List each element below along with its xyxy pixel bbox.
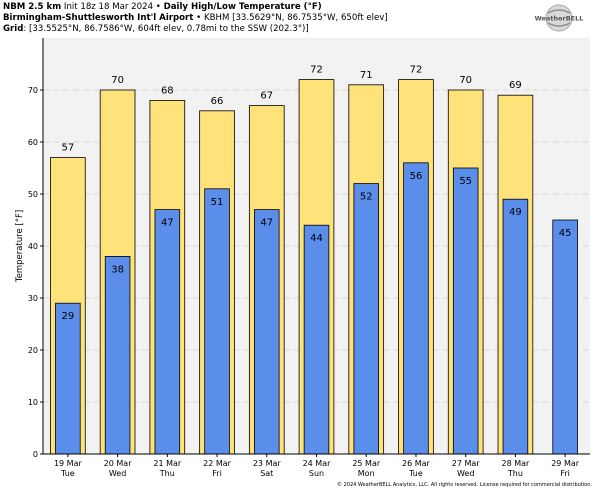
copyright-notice: © 2024 WeatherBELL Analytics, LLC. All r… [337, 482, 592, 488]
low-temp-bar [552, 219, 578, 455]
bullet-separator: • [155, 2, 161, 12]
x-tick-date-label: 19 Mar [54, 459, 83, 468]
low-temp-label: 51 [211, 197, 224, 208]
low-temp-label: 44 [310, 233, 323, 244]
y-tick-label: 10 [28, 398, 38, 407]
high-temp-label: 71 [360, 70, 373, 81]
low-temp-bar [403, 162, 429, 455]
chart-header-line-3: Grid: [33.5525°N, 86.7586°W, 604ft elev,… [3, 24, 309, 35]
high-temp-label: 67 [260, 91, 273, 102]
x-tick-date-label: 21 Mar [153, 459, 182, 468]
high-temp-label: 72 [410, 65, 423, 76]
x-tick-day-label: Fri [212, 469, 222, 478]
low-temp-bar [452, 167, 479, 455]
low-temp-bar [154, 209, 181, 455]
chart-header-line-2: Birmingham-Shuttlesworth Int'l Airport •… [3, 13, 388, 24]
x-tick-date-label: 26 Mar [402, 459, 431, 468]
high-temp-label: 66 [211, 96, 224, 107]
y-axis-label: Temperature [°F] [15, 210, 25, 283]
x-tick-date-label: 29 Mar [551, 459, 580, 468]
init-time: Init 18z 18 Mar 2024 [63, 2, 154, 12]
y-tick-label: 40 [28, 242, 38, 251]
y-tick-label: 70 [28, 86, 38, 95]
low-temp-label: 38 [111, 264, 124, 275]
high-temp-label: 72 [310, 65, 323, 76]
high-temp-label: 70 [459, 75, 472, 86]
station-info: KBHM [33.5629°N, 86.7535°W, 650ft elev] [203, 13, 388, 23]
y-tick-label: 20 [28, 346, 38, 355]
low-temp-label: 47 [260, 218, 273, 229]
x-tick-date-label: 27 Mar [452, 459, 481, 468]
low-temp-bar [303, 224, 330, 455]
low-temp-label: 29 [61, 311, 74, 322]
y-tick-label: 50 [28, 190, 38, 199]
low-temp-label: 47 [161, 218, 174, 229]
bars [50, 79, 578, 455]
low-temp-bar [104, 255, 131, 455]
x-tick-day-label: Tue [408, 469, 423, 478]
x-tick-date-label: 22 Mar [203, 459, 232, 468]
low-temp-bar [204, 188, 230, 455]
x-tick-date-label: 28 Mar [501, 459, 530, 468]
low-temp-label: 52 [360, 192, 373, 203]
grid-info: : [33.5525°N, 86.7586°W, 604ft elev, 0.7… [23, 24, 309, 34]
x-tick-day-label: Wed [457, 469, 474, 478]
x-tick-date-label: 24 Mar [303, 459, 332, 468]
x-tick-day-label: Tue [60, 469, 75, 478]
high-temp-label: 70 [111, 75, 124, 86]
x-tick-date-label: 23 Mar [253, 459, 282, 468]
data-labels: 57 29 70 38 68 47 66 51 67 47 72 44 71 52 72 56 70 55 69 49… [61, 65, 571, 323]
y-tick-label: 0 [33, 450, 38, 459]
grid-label: Grid [3, 24, 24, 34]
low-temp-label: 45 [559, 228, 572, 239]
high-temp-label: 57 [61, 143, 74, 154]
station-name: Birmingham-Shuttlesworth Int'l Airport [3, 13, 194, 23]
product-name: Daily High/Low Temperature (°F) [163, 2, 322, 12]
x-tick-date-label: 25 Mar [352, 459, 381, 468]
x-tick-day-label: Mon [358, 469, 375, 478]
low-temp-bar [55, 302, 81, 455]
x-tick-day-label: Fri [560, 469, 570, 478]
low-temp-bar [502, 198, 529, 455]
high-temp-label: 69 [509, 80, 522, 91]
weatherbell-logo: WeatherBELL [535, 4, 584, 32]
model-name: NBM 2.5 km [3, 2, 62, 12]
x-tick-day-label: Thu [507, 469, 523, 478]
low-temp-label: 55 [459, 176, 472, 187]
low-temp-label: 56 [410, 171, 423, 182]
low-temp-bar [353, 183, 379, 455]
x-tick-day-label: Sat [260, 469, 273, 478]
bullet-separator-2: • [196, 13, 202, 23]
x-tick-day-label: Wed [109, 469, 126, 478]
low-temp-label: 49 [509, 207, 522, 218]
logo-text: WeatherBELL [535, 15, 584, 23]
y-axis-ticks: 0 10 20 30 40 50 60 70 [28, 86, 43, 459]
y-tick-label: 30 [28, 294, 38, 303]
y-tick-label: 60 [28, 138, 38, 147]
x-tick-day-label: Sun [309, 469, 324, 478]
high-temp-label: 68 [161, 85, 174, 96]
low-temp-bar [254, 209, 280, 455]
x-tick-date-label: 20 Mar [104, 459, 133, 468]
chart-header-line-1: NBM 2.5 km Init 18z 18 Mar 2024 • Daily … [3, 2, 322, 13]
x-tick-day-label: Thu [159, 469, 175, 478]
